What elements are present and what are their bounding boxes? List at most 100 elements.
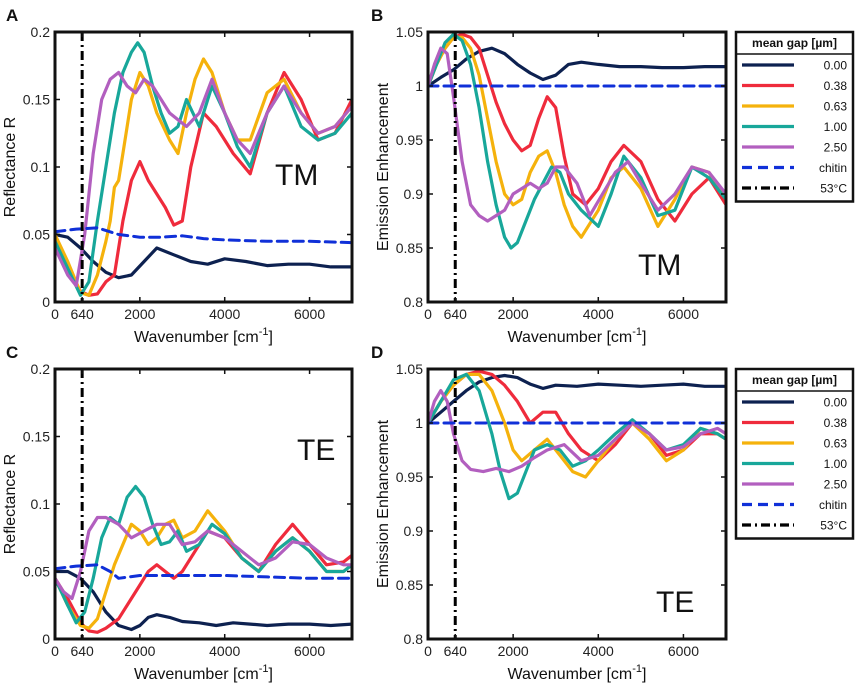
series-chitin-line bbox=[55, 226, 352, 245]
plot-frame bbox=[426, 30, 728, 304]
y-tick-label: 0 bbox=[42, 294, 50, 310]
y-tick-label: 0.8 bbox=[404, 294, 424, 310]
legend-label-0-38: 0.38 bbox=[824, 416, 848, 430]
panel-letter: C bbox=[6, 343, 18, 362]
x-axis-label: Wavenumber [cm-1] bbox=[134, 663, 273, 683]
legend-label-0-00: 0.00 bbox=[824, 396, 848, 410]
legend-label-2-50: 2.50 bbox=[824, 141, 848, 155]
series-0-63-line bbox=[428, 35, 726, 239]
x-axis-label-main: Wavenumber [cm bbox=[507, 666, 632, 683]
x-tick-label: 640 bbox=[70, 306, 94, 322]
x-axis-label: Wavenumber [cm-1] bbox=[507, 326, 646, 346]
x-tick-label: 2000 bbox=[498, 306, 529, 322]
panel-a: 0 640 2000 4000 6000 0 0.05 0.1 0.15 0.2 Wavenumbe… bbox=[2, 6, 354, 346]
y-tick-label: 0.15 bbox=[23, 429, 50, 445]
y-tick-label: 0.85 bbox=[396, 577, 423, 593]
series-chitin-line bbox=[55, 563, 352, 580]
y-tick-label: 0.2 bbox=[31, 361, 51, 377]
y-tick-label: 0.05 bbox=[23, 564, 50, 580]
legend-label-1-00: 1.00 bbox=[824, 120, 848, 134]
x-tick-label: 640 bbox=[444, 306, 468, 322]
panel-letter: D bbox=[371, 343, 383, 362]
legend-top: mean gap [µm] 0.00 0.38 0.63 1.00 2.50 chitin 5… bbox=[734, 30, 855, 203]
series-0-63-line bbox=[55, 57, 352, 297]
mode-label: TM bbox=[638, 249, 681, 282]
x-axis-label-sup: -1 bbox=[632, 663, 642, 675]
x-axis-label-sup: -1 bbox=[259, 326, 269, 338]
series-2-50-line bbox=[428, 389, 726, 474]
x-axis-label-sup: -1 bbox=[259, 663, 269, 675]
panel-b: 0 640 2000 4000 6000 0.8 0.85 0.9 0.95 1 1.05 Waven… bbox=[371, 6, 728, 346]
y-tick-label: 0.1 bbox=[31, 496, 51, 512]
series-2-50-line bbox=[55, 515, 352, 601]
mode-label: TE bbox=[656, 586, 694, 619]
y-axis-label: Reflectance R bbox=[2, 454, 19, 555]
x-tick-label: 2000 bbox=[124, 306, 155, 322]
y-tick-label: 0.9 bbox=[404, 186, 424, 202]
x-tick-label: 4000 bbox=[583, 643, 614, 659]
panel-letter: B bbox=[371, 6, 383, 25]
series-0-00-line bbox=[55, 569, 352, 632]
legend-label-0-38: 0.38 bbox=[824, 79, 848, 93]
y-tick-label: 0.15 bbox=[23, 92, 50, 108]
x-tick-label: 0 bbox=[51, 643, 59, 659]
plot-frame bbox=[53, 367, 354, 641]
legend-box bbox=[734, 367, 855, 540]
plot-frame bbox=[426, 367, 728, 641]
x-axis-label: Wavenumber [cm-1] bbox=[507, 663, 646, 683]
legend-label-0-63: 0.63 bbox=[824, 437, 848, 451]
y-tick-label: 1.05 bbox=[396, 361, 423, 377]
legend-label-53-c: 53°C bbox=[820, 519, 847, 533]
y-tick-label: 1.05 bbox=[396, 24, 423, 40]
legend-label-1-00: 1.00 bbox=[824, 457, 848, 471]
y-tick-label: 0.05 bbox=[23, 227, 50, 243]
y-axis-label: Reflectance R bbox=[2, 117, 19, 218]
legend-label-chitin: chitin bbox=[819, 161, 847, 175]
x-tick-label: 2000 bbox=[124, 643, 155, 659]
panel-c: 0 640 2000 4000 6000 0 0.05 0.1 0.15 0.2 Wavenumbe… bbox=[2, 343, 354, 683]
legend-title: mean gap [µm] bbox=[752, 373, 837, 387]
legend-label-0-63: 0.63 bbox=[824, 100, 848, 114]
series-0-38-line bbox=[428, 32, 726, 223]
x-tick-label: 4000 bbox=[209, 643, 240, 659]
series-0-38-line bbox=[55, 70, 352, 297]
y-axis-label: Emission Enhancement bbox=[375, 419, 392, 588]
legend-title: mean gap [µm] bbox=[752, 36, 837, 50]
x-tick-label: 0 bbox=[424, 643, 432, 659]
series-0-63-line bbox=[55, 509, 352, 630]
x-tick-label: 6000 bbox=[668, 306, 699, 322]
x-tick-label: 6000 bbox=[668, 643, 699, 659]
mode-label: TE bbox=[297, 434, 335, 467]
y-tick-label: 0.1 bbox=[31, 159, 51, 175]
legend-bottom: mean gap [µm] 0.00 0.38 0.63 1.00 2.50 chitin 5… bbox=[734, 367, 855, 540]
x-axis-label-end: ] bbox=[269, 329, 273, 346]
x-tick-label: 6000 bbox=[294, 306, 325, 322]
x-axis-label-end: ] bbox=[269, 666, 273, 683]
y-tick-label: 0.8 bbox=[404, 631, 424, 647]
x-axis-label-main: Wavenumber [cm bbox=[134, 329, 259, 346]
x-tick-label: 4000 bbox=[209, 306, 240, 322]
y-tick-label: 0.95 bbox=[396, 469, 423, 485]
y-tick-label: 1 bbox=[415, 415, 423, 431]
y-tick-label: 0.95 bbox=[396, 132, 423, 148]
y-tick-label: 0.2 bbox=[31, 24, 51, 40]
y-tick-label: 0.85 bbox=[396, 240, 423, 256]
series-0-63-line bbox=[428, 372, 726, 479]
series-1-00-line bbox=[428, 372, 726, 501]
series-2-50-line bbox=[55, 70, 352, 288]
x-axis-label-end: ] bbox=[642, 666, 646, 683]
x-axis-label-end: ] bbox=[642, 329, 646, 346]
legend-label-chitin: chitin bbox=[819, 498, 847, 512]
mode-label: TM bbox=[275, 159, 318, 192]
x-tick-label: 0 bbox=[51, 306, 59, 322]
series-0-00-line bbox=[428, 373, 726, 425]
x-axis-label-main: Wavenumber [cm bbox=[134, 666, 259, 683]
series-2-50-line bbox=[428, 46, 726, 223]
x-tick-label: 2000 bbox=[498, 643, 529, 659]
y-axis-label: Emission Enhancement bbox=[375, 82, 392, 251]
x-tick-label: 4000 bbox=[583, 306, 614, 322]
x-tick-label: 640 bbox=[70, 643, 94, 659]
x-tick-label: 0 bbox=[424, 306, 432, 322]
y-tick-label: 1 bbox=[415, 78, 423, 94]
